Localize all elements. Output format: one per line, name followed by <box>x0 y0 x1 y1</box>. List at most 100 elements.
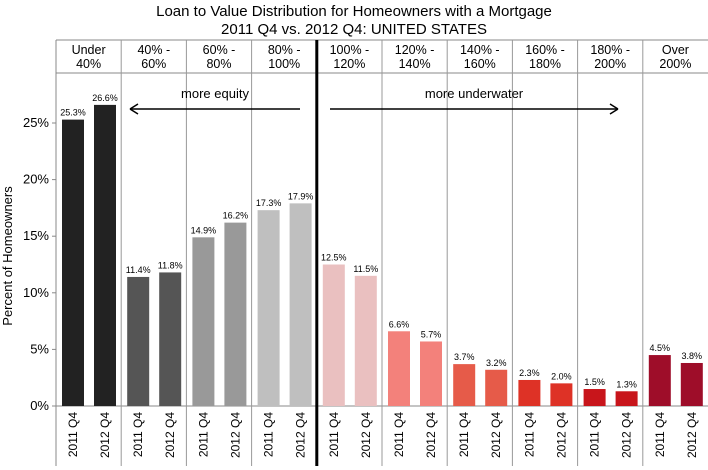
annotation-more-underwater: more underwater <box>425 86 524 101</box>
y-tick-label: 10% <box>23 285 49 300</box>
data-label: 25.3% <box>60 108 86 118</box>
bar <box>550 383 573 406</box>
bar <box>354 275 377 406</box>
x-tick-label: 2011 Q4 <box>653 412 667 457</box>
y-tick-label: 20% <box>23 172 49 187</box>
x-tick-label: 2012 Q4 <box>424 412 438 458</box>
x-tick-label: 2012 Q4 <box>163 412 177 458</box>
data-label: 26.6% <box>92 93 118 103</box>
data-label: 1.3% <box>616 379 637 389</box>
data-label: 11.4% <box>126 265 151 275</box>
data-label: 6.6% <box>389 319 410 329</box>
bar <box>583 389 606 406</box>
group-label: 160% - <box>525 43 565 57</box>
group-label: 180% - <box>590 43 630 57</box>
bar <box>388 331 410 406</box>
bar <box>94 104 116 406</box>
y-axis-label: Percent of Homeowners <box>0 186 15 326</box>
bar <box>615 391 638 406</box>
data-label: 12.5% <box>321 253 347 263</box>
data-label: 11.5% <box>353 264 378 274</box>
x-tick-label: 2011 Q4 <box>327 412 341 457</box>
data-label: 14.9% <box>191 225 217 235</box>
data-label: 11.8% <box>158 260 183 270</box>
y-tick-label: 5% <box>30 341 49 356</box>
group-label: 80% - <box>268 43 301 57</box>
x-tick-label: 2011 Q4 <box>262 412 276 457</box>
x-tick-label: 2012 Q4 <box>489 412 503 458</box>
x-tick-label: 2011 Q4 <box>457 412 471 457</box>
x-tick-label: 2011 Q4 <box>131 412 145 457</box>
x-tick-label: 2012 Q4 <box>228 412 242 458</box>
bar <box>420 341 442 406</box>
data-label: 3.8% <box>682 351 703 361</box>
group-label: 100% - <box>330 43 370 57</box>
y-tick-label: 0% <box>30 398 49 413</box>
equity-arrow-head <box>129 103 139 115</box>
bars <box>62 104 703 406</box>
group-label: 120% - <box>395 43 435 57</box>
x-tick-label: 2011 Q4 <box>588 412 602 457</box>
x-tick-label: 2012 Q4 <box>620 412 634 458</box>
data-label: 5.7% <box>421 329 442 339</box>
x-tick-label: 2012 Q4 <box>359 412 373 458</box>
data-label: 1.5% <box>584 377 605 387</box>
x-tick-label: 2011 Q4 <box>66 412 80 457</box>
bar <box>127 276 150 406</box>
x-tick-label: 2011 Q4 <box>196 412 210 457</box>
group-label: 180% <box>529 57 561 71</box>
bar <box>62 119 84 406</box>
bar <box>224 222 247 406</box>
group-label: 80% <box>206 57 231 71</box>
bar <box>680 362 703 406</box>
y-ticks: 0% 5% 10% 15% 20% 25% <box>23 115 56 413</box>
data-label: 17.3% <box>256 198 282 208</box>
group-label: Over <box>662 43 689 57</box>
group-label: 140% - <box>460 43 500 57</box>
data-label: 17.9% <box>288 191 314 201</box>
y-tick-label: 25% <box>23 115 49 130</box>
annotations: more equity more underwater <box>129 86 619 115</box>
group-label: 100% <box>268 57 300 71</box>
group-label: 120% <box>333 57 365 71</box>
plot-frame <box>55 39 708 466</box>
data-label: 4.5% <box>650 343 671 353</box>
bar <box>159 272 182 406</box>
data-label: 3.2% <box>486 358 507 368</box>
bar <box>648 355 671 406</box>
x-tick-labels: 2011 Q4 2011 Q4 2011 Q4 2011 Q4 2011 Q4 2011 … <box>66 412 699 458</box>
bar <box>322 264 345 406</box>
group-label: 160% <box>464 57 496 71</box>
x-tick-label: 2012 Q4 <box>98 412 112 458</box>
bar <box>192 237 215 406</box>
group-label: 200% <box>594 57 626 71</box>
x-tick-label: 2012 Q4 <box>554 412 568 458</box>
x-tick-label: 2011 Q4 <box>522 412 536 457</box>
group-label: 40% <box>76 57 101 71</box>
group-label: 140% <box>399 57 431 71</box>
data-label: 16.2% <box>223 211 249 221</box>
data-label: 3.7% <box>454 352 475 362</box>
annotation-more-equity: more equity <box>181 86 249 101</box>
bar <box>289 203 312 406</box>
data-labels: 25.3% 11.4% 14.9% 17.3% 12.5% 6.6% 3.7% 2.3% 1.5… <box>60 93 702 389</box>
data-label: 2.3% <box>519 368 540 378</box>
group-label: 60% - <box>203 43 236 57</box>
bar <box>485 369 508 406</box>
bar <box>453 364 476 406</box>
group-label: Under <box>72 43 106 57</box>
group-label: 60% <box>141 57 166 71</box>
bar <box>518 379 541 406</box>
chart-subtitle: 2011 Q4 vs. 2012 Q4: UNITED STATES <box>221 21 487 38</box>
group-label: 200% <box>659 57 691 71</box>
x-tick-label: 2012 Q4 <box>685 412 699 458</box>
group-label: 40% - <box>137 43 170 57</box>
x-tick-label: 2011 Q4 <box>392 412 406 457</box>
y-tick-label: 15% <box>23 228 49 243</box>
underwater-arrow-head <box>609 103 619 115</box>
data-label: 2.0% <box>551 371 572 381</box>
bar <box>257 210 280 406</box>
chart-title: Loan to Value Distribution for Homeowner… <box>156 3 552 20</box>
